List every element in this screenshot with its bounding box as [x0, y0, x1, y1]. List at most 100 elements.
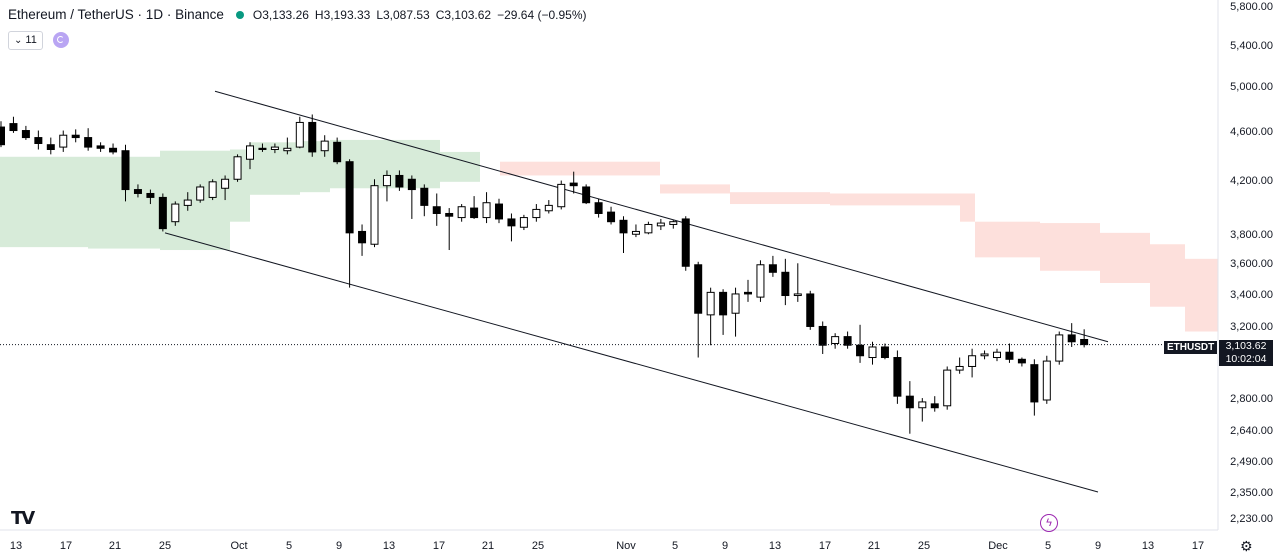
candle-body — [432, 206, 441, 214]
candle-body — [320, 140, 329, 152]
time-tick-label: 9 — [721, 540, 729, 552]
candle-down — [96, 142, 105, 152]
high-value: 3,193.33 — [323, 7, 371, 22]
candle-body — [9, 123, 18, 132]
candle-body — [308, 121, 317, 153]
candle-up — [918, 398, 927, 422]
candle-up — [868, 341, 877, 365]
symbol-title[interactable]: Ethereum / TetherUS · 1D · Binance — [8, 7, 224, 22]
price-tick-label: 5,000.00 — [1230, 81, 1273, 93]
candle-up — [208, 179, 217, 201]
candle-body — [644, 223, 653, 234]
candle-body — [270, 146, 279, 150]
ichimoku-cloud — [0, 139, 1218, 332]
cloud-red-segment — [830, 193, 960, 206]
candle-up — [731, 287, 740, 337]
candle-down — [445, 208, 454, 251]
candle-body — [544, 204, 553, 212]
candle-down — [407, 175, 416, 219]
open-label: O — [252, 7, 263, 22]
candle-body — [955, 365, 964, 371]
candle-body — [968, 355, 977, 367]
time-tick-label: 13 — [1141, 540, 1155, 552]
candle-up — [59, 130, 68, 152]
candle-up — [631, 224, 640, 238]
candle-up — [370, 179, 379, 248]
candle-body — [843, 336, 852, 346]
candle-body — [893, 357, 902, 397]
candle-body — [856, 344, 865, 357]
cloud-red-segment — [1185, 258, 1218, 332]
candle-up — [295, 116, 304, 149]
candle-body — [221, 178, 230, 189]
candle-body — [569, 182, 578, 187]
time-tick-label: 17 — [818, 540, 832, 552]
candle-up — [656, 218, 665, 231]
time-tick-label: 17 — [59, 540, 73, 552]
candle-up — [557, 180, 566, 210]
candle-down — [34, 130, 43, 150]
candle-down — [495, 198, 503, 224]
high-label: H — [314, 7, 324, 22]
candle-body — [768, 264, 777, 273]
candle-up — [706, 287, 715, 346]
open-value: 3,133.26 — [262, 7, 309, 22]
indicators-toggle-button[interactable]: ⌄ 11 — [8, 30, 43, 50]
price-tick-label: 2,800.00 — [1230, 393, 1273, 405]
candle-body — [880, 346, 889, 359]
sync-icon[interactable] — [52, 32, 69, 48]
candle-body — [1005, 351, 1014, 360]
chart-header: Ethereum / TetherUS · 1D · Binance O3,13… — [8, 7, 587, 22]
candle-down — [432, 193, 441, 226]
candle-down — [1080, 329, 1089, 348]
candle-down — [345, 159, 354, 288]
candle-body — [681, 218, 690, 267]
last-price-tag: 3,103.62 10:02:04 — [1219, 340, 1273, 366]
cloud-red-segment — [960, 193, 975, 222]
cloud-red-segment — [1100, 232, 1150, 284]
candle-up — [669, 220, 678, 229]
candle-up — [283, 137, 292, 155]
candle-body — [1080, 338, 1089, 346]
price-tick-label: 3,800.00 — [1230, 228, 1273, 241]
candle-up — [644, 221, 653, 235]
candle-body — [781, 271, 790, 297]
candle-body — [109, 147, 118, 153]
time-tick-label: Nov — [616, 540, 636, 552]
indicator-bar: ⌄ 11 — [8, 30, 69, 50]
market-open-dot — [235, 10, 244, 19]
candle-down — [582, 184, 591, 205]
candle-up — [171, 201, 180, 226]
price-tick-label: 2,350.00 — [1230, 487, 1273, 500]
candle-body — [407, 178, 416, 191]
candle-up — [246, 142, 254, 170]
price-tick-label: 5,400.00 — [1230, 39, 1273, 52]
candle-body — [133, 189, 142, 194]
ohlc-values: O3,133.26 H3,193.33 L3,087.53 C3,103.62 … — [253, 8, 587, 22]
time-tick-label: 17 — [432, 540, 446, 552]
cloud-red-segment — [660, 184, 730, 194]
lightning-icon[interactable]: ϟ — [1040, 514, 1058, 532]
candle-body — [59, 134, 68, 148]
candles — [0, 114, 1089, 434]
candle-down — [470, 196, 479, 219]
price-tick-label: 3,400.00 — [1230, 288, 1273, 301]
candle-up — [320, 135, 329, 157]
candle-body — [1030, 364, 1039, 403]
candle-up — [233, 154, 242, 182]
candle-up — [1042, 355, 1051, 404]
trend-channel — [164, 90, 1109, 493]
tradingview-logo-icon[interactable]: 𝗧𝗩 — [11, 508, 35, 528]
candle-body — [71, 134, 80, 139]
time-tick-label: Oct — [230, 540, 248, 552]
candle-body — [656, 222, 665, 227]
candle-body — [519, 217, 528, 228]
time-tick-label: Dec — [988, 540, 1008, 552]
candle-up — [993, 348, 1001, 362]
candle-body — [445, 212, 454, 217]
candle-body — [818, 325, 827, 346]
candle-body — [731, 293, 740, 314]
candle-down — [905, 381, 914, 434]
gear-icon[interactable]: ⚙ — [1240, 538, 1253, 554]
